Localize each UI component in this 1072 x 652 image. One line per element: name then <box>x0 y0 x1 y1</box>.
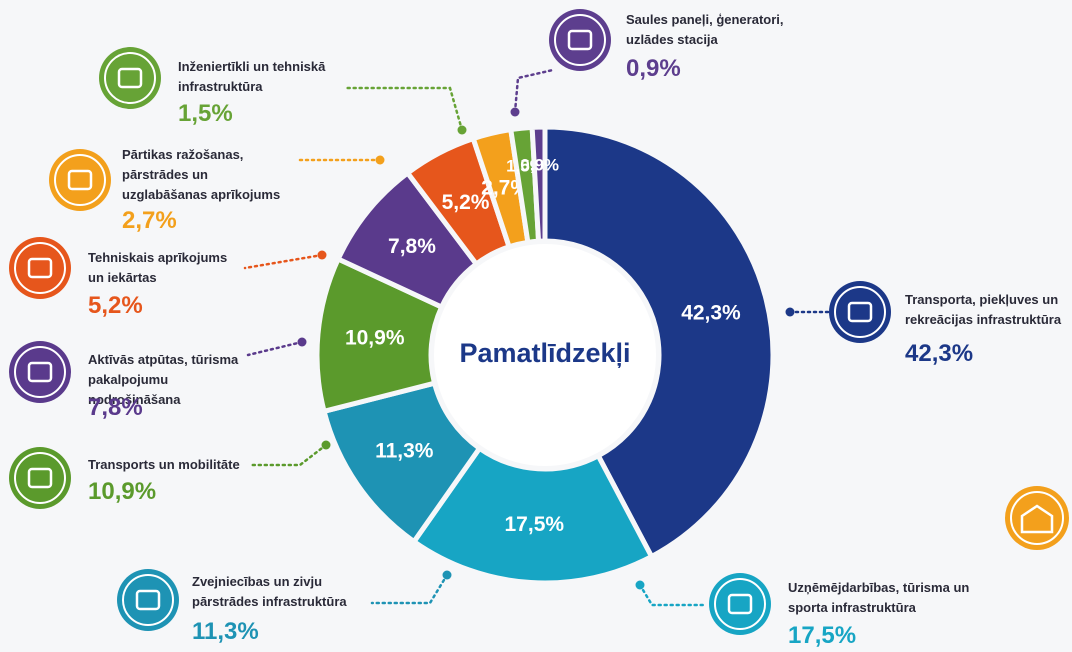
category-icon <box>829 281 891 343</box>
category-icon-ring <box>54 154 106 206</box>
decor-icon <box>1005 486 1069 550</box>
donut-segment <box>529 124 548 244</box>
leader-line <box>243 253 324 270</box>
category-icon-glyph <box>67 169 93 191</box>
category-icon-ring <box>554 14 606 66</box>
segment-label: 10,9% <box>345 327 405 350</box>
leader-line <box>638 583 707 607</box>
category-name: Zvejniecības un zivju pārstrādes infrast… <box>192 574 347 609</box>
category-icon <box>49 149 111 211</box>
category-name: Tehniskais aprīkojums un iekārtas <box>88 250 228 285</box>
category-icon <box>117 569 179 631</box>
segment-label: 0,9% <box>520 156 559 175</box>
category-name: Saules paneļi, ģeneratori, uzlādes staci… <box>626 12 784 47</box>
category-icon-glyph <box>567 29 593 51</box>
decor-icon-glyph <box>1020 504 1054 534</box>
category-name: Pārtikas ražošanas, pārstrādes un uzglab… <box>122 147 281 202</box>
category-value: 17,5% <box>788 622 857 649</box>
category-icon-glyph <box>117 67 143 89</box>
segment-label: 42,3% <box>681 301 741 324</box>
leader-dot <box>442 570 452 580</box>
category-icon-ring <box>122 574 174 626</box>
leader-line <box>250 443 328 467</box>
category-value: 2,7% <box>122 207 177 234</box>
category-icon <box>709 573 771 635</box>
category-icon-glyph <box>27 361 53 383</box>
category-value: 1,5% <box>178 100 233 127</box>
leader-line <box>343 86 464 132</box>
leader-dot <box>297 337 307 347</box>
category-icon-glyph <box>847 301 873 323</box>
category-value: 0,9% <box>626 55 681 82</box>
leader-line <box>370 573 449 605</box>
donut-hole <box>434 244 656 466</box>
leader-dot <box>375 155 385 165</box>
category-name: Transporta, piekļuves un rekreācijas inf… <box>905 292 1062 327</box>
chart-title: Pamatlīdzekļi <box>459 338 630 368</box>
category-icon <box>9 447 71 509</box>
leader-dot <box>635 580 645 590</box>
category-icon-ring <box>14 452 66 504</box>
leader-dot <box>457 125 467 135</box>
category-icon-ring <box>14 242 66 294</box>
segment-label: 5,2% <box>442 191 490 214</box>
category-icon-ring <box>14 346 66 398</box>
segment-label: 17,5% <box>505 513 565 536</box>
segment-label: 11,3% <box>375 440 434 463</box>
leader-line <box>513 68 555 114</box>
category-name: Aktīvās atpūtas, tūrisma pakalpojumu nod… <box>88 352 239 407</box>
category-value: 11,3% <box>192 618 259 645</box>
leader-dot <box>785 307 795 317</box>
category-icon-glyph <box>27 467 53 489</box>
segment-label: 7,8% <box>388 235 436 258</box>
category-value: 42,3% <box>905 340 974 367</box>
category-name: Transports un mobilitāte <box>88 457 240 472</box>
category-icon-glyph <box>27 257 53 279</box>
category-value: 7,8% <box>88 394 143 421</box>
donut-segment <box>542 124 776 560</box>
category-icon-ring <box>714 578 766 630</box>
leader-dot <box>321 440 331 450</box>
category-icon-glyph <box>135 589 161 611</box>
category-icon <box>99 47 161 109</box>
leader-dot <box>510 107 520 117</box>
category-value: 10,9% <box>88 478 157 505</box>
category-value: 5,2% <box>88 292 143 319</box>
category-icon-ring <box>104 52 156 104</box>
category-icon <box>549 9 611 71</box>
donut-segment <box>410 444 655 586</box>
leader-dot <box>317 250 327 260</box>
category-icon-glyph <box>727 593 753 615</box>
decor-icon-ring <box>1010 491 1064 545</box>
category-icon <box>9 237 71 299</box>
category-name: Uzņēmējdarbības, tūrisma un sporta infra… <box>788 580 970 615</box>
category-icon-ring <box>834 286 886 338</box>
category-icon <box>9 341 71 403</box>
category-name: Inženiertīkli un tehniskā infrastruktūra <box>178 59 326 94</box>
